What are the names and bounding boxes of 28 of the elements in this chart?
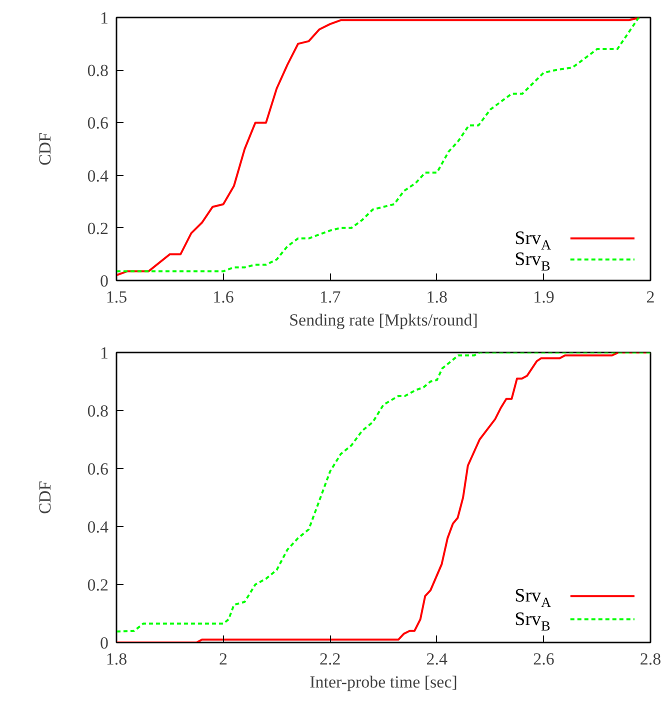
y-tick-label: 0 [100,272,108,290]
y-tick-label: 0.2 [87,218,108,238]
x-axis-title: Inter-probe time [sec] [310,672,458,692]
x-axis-title: Sending rate [Mpkts/round] [289,310,478,330]
y-tick-label: 0 [100,634,108,652]
y-tick-label: 0.4 [87,166,109,186]
x-tick-label: 2 [646,288,655,306]
y-tick-label: 0.4 [87,518,109,536]
x-tick-label: 2.8 [640,650,662,668]
y-axis-title: CDF [35,132,54,166]
y-axis-title: CDF [35,480,54,514]
x-tick-label: 2 [219,650,228,668]
x-tick-label: 2.6 [533,650,554,668]
y-tick-label: 0.6 [87,460,108,478]
y-tick-label: 0.2 [87,576,108,594]
y-tick-label: 0.8 [87,402,108,420]
y-tick-label: 1 [100,8,108,28]
y-tick-label: 0.8 [87,61,108,80]
y-tick-label: 0.6 [87,114,108,133]
x-tick-label: 1.7 [319,288,342,306]
x-tick-label: 1.8 [106,650,128,668]
x-tick-label: 1.5 [106,288,128,306]
x-tick-label: 2.2 [319,650,341,668]
x-tick-label: 1.9 [533,288,554,306]
x-tick-label: 2.4 [426,650,448,668]
y-tick-label: 1 [100,344,108,362]
x-tick-label: 1.8 [426,288,448,306]
x-tick-label: 1.6 [212,288,234,306]
